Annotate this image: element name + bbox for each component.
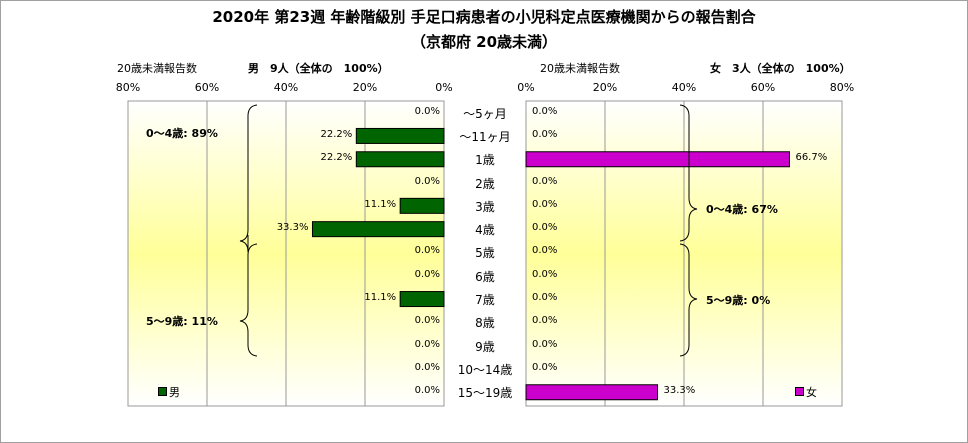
age-label: ～5ヶ月	[463, 106, 507, 121]
male-data-label: 33.3%	[276, 222, 309, 234]
male-data-label: 0.0%	[414, 361, 440, 373]
male-data-label: 0.0%	[414, 175, 440, 187]
female-tick-label: 0%	[517, 81, 535, 94]
male-bar	[355, 151, 445, 168]
age-label: 10～14歳	[457, 362, 513, 377]
female-data-label: 0.0%	[532, 175, 558, 187]
male-bar	[355, 127, 445, 144]
female-bar	[525, 384, 659, 401]
female-legend: 女	[795, 384, 817, 400]
chart-subtitle: （京都府 20歳未満）	[410, 33, 558, 51]
male-data-label: 0.0%	[414, 315, 440, 327]
female-bar	[525, 151, 790, 168]
female-group-0-4: 0～4歳: 67%	[706, 203, 778, 216]
female-data-label: 0.0%	[532, 105, 558, 117]
female-group-5-9: 5～9歳: 0%	[706, 294, 771, 307]
age-label: ～11ヶ月	[459, 129, 511, 144]
female-data-label: 66.7%	[795, 152, 828, 164]
male-data-label: 0.0%	[414, 245, 440, 257]
male-data-label: 0.0%	[414, 268, 440, 280]
female-legend-swatch	[795, 387, 804, 396]
female-data-label: 0.0%	[532, 361, 558, 373]
male-data-label: 11.1%	[364, 292, 397, 304]
male-tick-label: 20%	[352, 81, 378, 94]
female-tick-label: 60%	[750, 81, 776, 94]
female-data-label: 0.0%	[532, 128, 558, 140]
age-label: 7歳	[475, 293, 495, 308]
male-summary: 男 9人（全体の 100%）	[248, 62, 389, 75]
female-data-label: 0.0%	[532, 338, 558, 350]
male-bar	[311, 221, 445, 238]
male-brace-5-9	[239, 243, 258, 357]
age-label: 2歳	[475, 176, 495, 191]
age-label: 9歳	[475, 339, 495, 354]
female-tick-label: 40%	[671, 81, 697, 94]
male-legend-swatch	[158, 387, 167, 396]
male-tick-label: 80%	[115, 81, 141, 94]
chart-title: 2020年 第23週 年齢階級別 手足口病患者の小児科定点医療機関からの報告割合	[212, 8, 756, 26]
female-tick-label: 20%	[592, 81, 618, 94]
female-data-label: 33.3%	[663, 385, 696, 397]
female-header-label: 20歳未満報告数	[540, 62, 620, 75]
male-legend-label: 男	[169, 386, 180, 399]
male-legend: 男	[158, 384, 180, 400]
female-data-label: 0.0%	[532, 315, 558, 327]
female-tick-label: 80%	[829, 81, 855, 94]
female-brace-5-9	[679, 243, 698, 357]
female-data-label: 0.0%	[532, 292, 558, 304]
male-tick-label: 40%	[273, 81, 299, 94]
male-bar	[399, 197, 445, 214]
age-label: 4歳	[475, 223, 495, 238]
female-data-label: 0.0%	[532, 245, 558, 257]
male-tick-label: 0%	[435, 81, 453, 94]
age-label: 1歳	[475, 153, 495, 168]
age-label: 5歳	[475, 246, 495, 261]
male-data-label: 0.0%	[414, 338, 440, 350]
age-label: 3歳	[475, 199, 495, 214]
male-group-0-4: 0～4歳: 89%	[146, 127, 218, 140]
male-data-label: 0.0%	[414, 385, 440, 397]
male-header-label: 20歳未満報告数	[117, 62, 197, 75]
male-group-5-9: 5～9歳: 11%	[146, 315, 218, 328]
female-data-label: 0.0%	[532, 198, 558, 210]
age-label: 6歳	[475, 269, 495, 284]
age-label: 15～19歳	[457, 386, 513, 401]
bars	[311, 127, 790, 401]
male-data-label: 0.0%	[414, 105, 440, 117]
age-label: 8歳	[475, 316, 495, 331]
female-brace-0-4	[679, 104, 698, 242]
female-data-label: 0.0%	[532, 222, 558, 234]
male-data-label: 11.1%	[364, 198, 397, 210]
male-tick-label: 60%	[194, 81, 220, 94]
female-legend-label: 女	[806, 386, 817, 399]
male-data-label: 22.2%	[320, 128, 353, 140]
male-brace-0-4	[239, 104, 258, 253]
female-summary: 女 3人（全体の 100%）	[710, 62, 851, 75]
male-data-label: 22.2%	[320, 152, 353, 164]
male-bar	[399, 291, 445, 308]
female-data-label: 0.0%	[532, 268, 558, 280]
